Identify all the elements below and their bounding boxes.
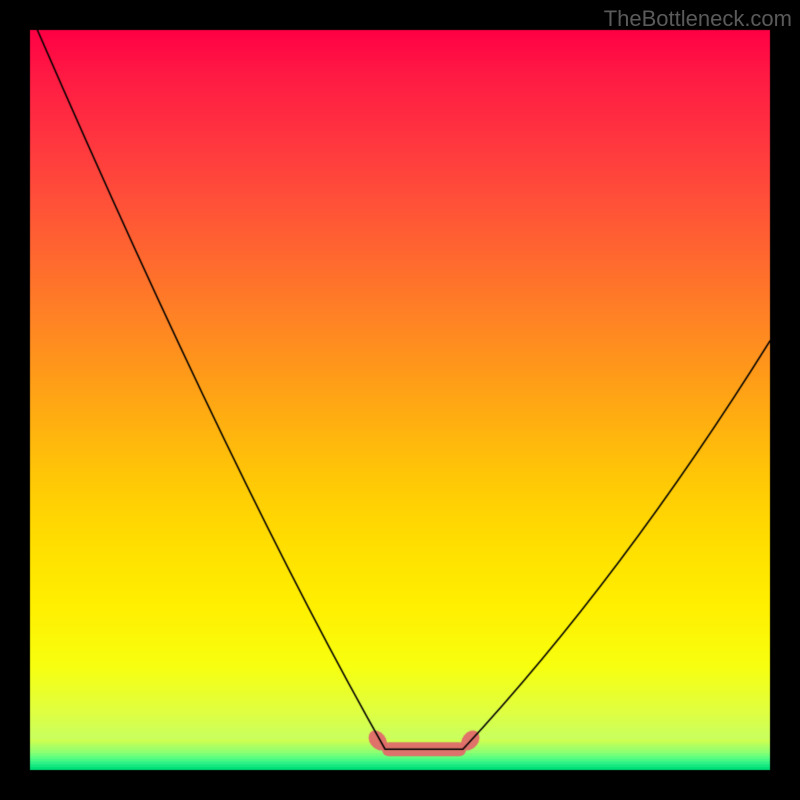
chart-stage: TheBottleneck.com (0, 0, 800, 800)
bottleneck-curve-chart (0, 0, 800, 800)
